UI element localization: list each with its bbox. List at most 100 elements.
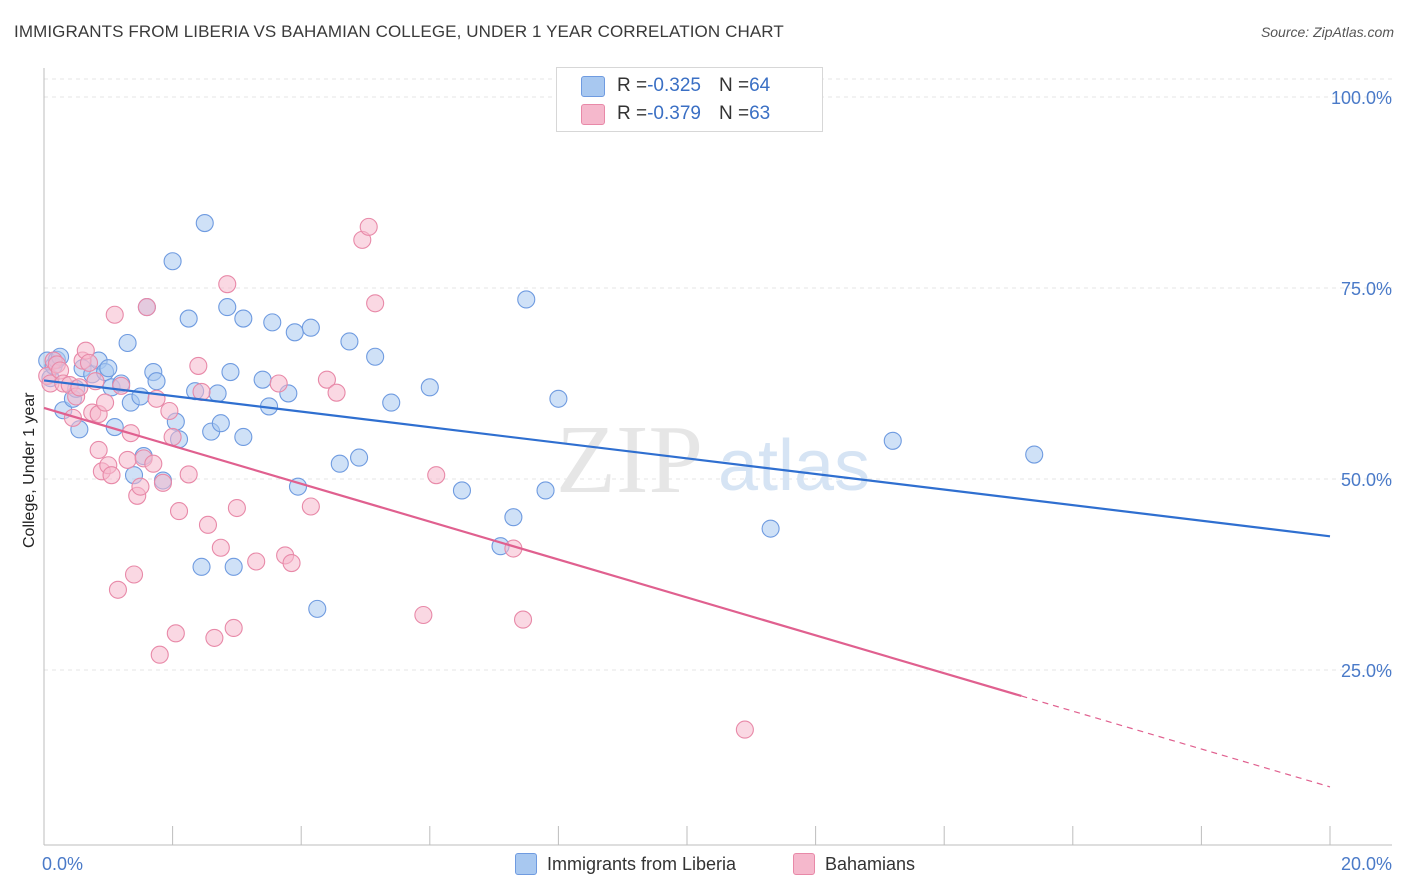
data-point <box>124 565 144 584</box>
data-point <box>253 370 272 389</box>
series-liberia <box>38 214 1044 618</box>
data-point <box>420 378 439 397</box>
watermark: ZIP atlas <box>556 406 870 514</box>
data-point <box>308 599 327 618</box>
bottom-legend-liberia: Immigrants from Liberia <box>515 852 736 876</box>
data-point <box>366 294 385 313</box>
data-point <box>227 498 246 518</box>
data-point <box>192 557 211 576</box>
data-point <box>269 374 288 393</box>
legend-r-value: -0.325 <box>647 75 701 96</box>
data-point <box>452 481 472 500</box>
x-tick-label: 20.0% <box>1341 854 1392 874</box>
data-point <box>340 332 359 351</box>
trend-line <box>43 379 1331 538</box>
data-point <box>79 353 99 372</box>
data-point <box>234 309 253 328</box>
data-point <box>218 298 237 317</box>
data-point <box>102 466 121 485</box>
data-point <box>112 376 131 395</box>
legend: R = -0.325 N = 64 R = -0.379 N = 63 <box>556 67 823 132</box>
legend-swatch-bahamians <box>581 103 605 125</box>
data-point <box>89 440 108 460</box>
data-point <box>301 497 320 516</box>
data-point <box>99 359 118 378</box>
data-point <box>285 323 304 342</box>
data-point <box>549 389 568 408</box>
data-point <box>179 465 198 484</box>
data-point <box>1025 445 1044 464</box>
data-point <box>211 414 230 433</box>
legend-row-bahamians: R = -0.379 N = 63 <box>581 101 770 127</box>
legend-swatch-liberia <box>581 75 605 97</box>
data-point <box>263 313 282 332</box>
data-point <box>70 378 89 397</box>
data-point <box>382 393 401 412</box>
series-layer <box>38 214 1044 739</box>
trend-line <box>43 406 1022 698</box>
data-point <box>108 580 127 599</box>
data-point <box>761 519 780 538</box>
data-point <box>137 298 156 317</box>
data-point <box>234 427 253 447</box>
data-point <box>366 347 385 366</box>
data-point <box>189 356 208 375</box>
y-tick-label: 100.0% <box>1331 88 1392 108</box>
bottom-legend-bahamians: Bahamians <box>793 852 915 876</box>
y-tick-label: 75.0% <box>1341 279 1392 299</box>
bottom-legend-label-liberia: Immigrants from Liberia <box>547 853 737 874</box>
data-point <box>166 624 185 643</box>
axes <box>43 68 1392 846</box>
data-point <box>147 372 166 391</box>
bottom-legend-label-bahamians: Bahamians <box>825 853 916 874</box>
data-point <box>350 448 369 467</box>
legend-n-value: 63 <box>749 103 771 124</box>
data-point <box>224 618 243 638</box>
x-tick-label: 0.0% <box>42 854 83 874</box>
legend-r-value: -0.379 <box>647 103 701 124</box>
legend-r-label: R = <box>617 75 648 96</box>
data-point <box>118 450 137 469</box>
data-point <box>221 362 240 382</box>
data-point <box>218 275 237 294</box>
data-point <box>247 552 266 571</box>
data-point <box>96 393 115 412</box>
data-point <box>169 502 189 521</box>
data-point <box>105 305 124 324</box>
legend-r-label: R = <box>617 103 648 124</box>
data-point <box>517 290 536 309</box>
data-point <box>208 384 227 403</box>
data-point <box>198 515 218 534</box>
data-point <box>317 370 336 389</box>
legend-row-liberia: R = -0.325 N = 64 <box>581 73 770 99</box>
gridlines <box>44 78 1392 671</box>
tick-labels: 25.0% 50.0% 75.0% 100.0% 0.0% 20.0% <box>42 88 1392 874</box>
bottom-legend-swatch-bahamians <box>793 853 815 875</box>
watermark-zip: ZIP <box>556 406 703 514</box>
data-point <box>163 427 182 447</box>
data-point <box>163 252 182 271</box>
data-point <box>205 628 224 647</box>
legend-n-label: N = <box>718 103 750 124</box>
data-point <box>513 610 533 629</box>
data-point <box>414 605 433 625</box>
data-point <box>131 477 150 496</box>
y-tick-label: 50.0% <box>1341 470 1392 490</box>
legend-n-value: 64 <box>749 75 771 96</box>
trend-line-extension <box>1021 695 1331 788</box>
data-point <box>359 217 378 236</box>
data-point <box>224 557 243 576</box>
trend-layer <box>43 379 1331 788</box>
data-point <box>330 454 349 473</box>
data-point <box>195 214 214 233</box>
y-tick-label: 25.0% <box>1341 661 1392 681</box>
bottom-legend-swatch-liberia <box>515 853 537 875</box>
data-point <box>144 454 163 473</box>
chart-title: IMMIGRANTS FROM LIBERIA VS BAHAMIAN COLL… <box>14 22 784 41</box>
legend-n-label: N = <box>718 75 750 96</box>
data-point <box>282 553 301 573</box>
data-point <box>504 508 523 527</box>
data-point <box>211 538 230 557</box>
series-bahamians <box>38 217 754 739</box>
